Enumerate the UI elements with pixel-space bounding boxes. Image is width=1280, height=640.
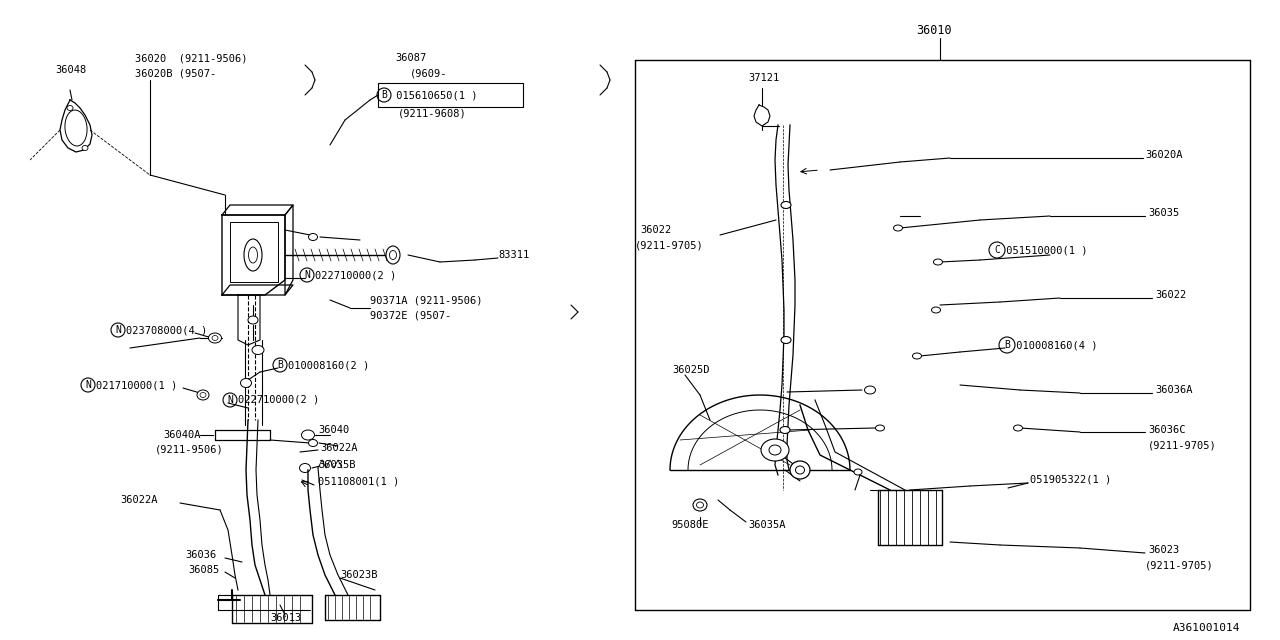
- Text: 36040A: 36040A: [163, 430, 201, 440]
- Ellipse shape: [197, 390, 209, 400]
- Ellipse shape: [300, 463, 311, 472]
- Ellipse shape: [244, 239, 262, 271]
- Text: 010008160(2 ): 010008160(2 ): [288, 360, 369, 370]
- Text: N: N: [305, 270, 310, 280]
- Text: 36020A: 36020A: [1146, 150, 1183, 160]
- Ellipse shape: [302, 430, 315, 440]
- Text: 36087: 36087: [396, 53, 426, 63]
- Ellipse shape: [933, 259, 942, 265]
- Text: 36036A: 36036A: [1155, 385, 1193, 395]
- Bar: [378, 83, 524, 107]
- Ellipse shape: [1014, 425, 1023, 431]
- Ellipse shape: [308, 440, 317, 447]
- Text: 36036C: 36036C: [1148, 425, 1185, 435]
- Ellipse shape: [932, 307, 941, 313]
- Ellipse shape: [387, 246, 401, 264]
- Text: 36048: 36048: [55, 65, 86, 75]
- Text: 36013: 36013: [270, 613, 301, 623]
- Text: N: N: [115, 325, 120, 335]
- Ellipse shape: [781, 337, 791, 344]
- Ellipse shape: [864, 386, 876, 394]
- Text: 051108001(1 ): 051108001(1 ): [317, 477, 399, 487]
- Text: 90371A (9211-9506): 90371A (9211-9506): [370, 295, 483, 305]
- Ellipse shape: [209, 333, 221, 343]
- Ellipse shape: [762, 439, 788, 461]
- Ellipse shape: [212, 335, 218, 340]
- Text: 36022A: 36022A: [320, 443, 357, 453]
- Text: 36022A: 36022A: [120, 495, 157, 505]
- Text: (9211-9608): (9211-9608): [398, 108, 467, 118]
- Text: 37121: 37121: [748, 73, 780, 83]
- Text: 051510000(1 ): 051510000(1 ): [1000, 245, 1088, 255]
- Text: (9211-9506): (9211-9506): [155, 445, 224, 455]
- Text: 36035B: 36035B: [317, 460, 356, 470]
- Ellipse shape: [692, 499, 707, 511]
- Text: 36023B: 36023B: [340, 570, 378, 580]
- Ellipse shape: [876, 425, 884, 431]
- Text: 051905322(1 ): 051905322(1 ): [1030, 475, 1111, 485]
- Text: B: B: [276, 360, 283, 370]
- Ellipse shape: [65, 110, 87, 146]
- Text: 36020B (9507-: 36020B (9507-: [134, 68, 216, 78]
- Ellipse shape: [769, 445, 781, 455]
- Text: 010008160(4 ): 010008160(4 ): [1010, 340, 1097, 350]
- Text: 022710000(2 ): 022710000(2 ): [238, 395, 319, 405]
- Ellipse shape: [82, 145, 88, 150]
- Text: 36025D: 36025D: [672, 365, 709, 375]
- Text: N: N: [84, 380, 91, 390]
- Ellipse shape: [67, 106, 73, 111]
- Text: 36022: 36022: [1155, 290, 1187, 300]
- Ellipse shape: [913, 353, 922, 359]
- Text: N: N: [227, 395, 233, 405]
- Text: 36022: 36022: [640, 225, 671, 235]
- Text: 36035: 36035: [1148, 208, 1179, 218]
- Text: 36085: 36085: [188, 565, 219, 575]
- Text: 36020  (9211-9506): 36020 (9211-9506): [134, 53, 247, 63]
- Text: 021710000(1 ): 021710000(1 ): [96, 380, 177, 390]
- Ellipse shape: [893, 225, 902, 231]
- Text: (9211-9705): (9211-9705): [1146, 560, 1213, 570]
- Ellipse shape: [389, 250, 397, 259]
- Text: (9609-: (9609-: [410, 68, 448, 78]
- Text: A361001014: A361001014: [1172, 623, 1240, 633]
- Ellipse shape: [200, 392, 206, 397]
- Text: 023708000(4 ): 023708000(4 ): [125, 325, 207, 335]
- Ellipse shape: [308, 234, 317, 241]
- Text: 36035A: 36035A: [748, 520, 786, 530]
- Text: 83311: 83311: [498, 250, 529, 260]
- Ellipse shape: [781, 202, 791, 209]
- Text: 36040: 36040: [317, 425, 349, 435]
- Ellipse shape: [241, 378, 251, 387]
- Text: C: C: [995, 245, 1000, 255]
- Text: 015610650(1 ): 015610650(1 ): [390, 90, 477, 100]
- Text: 36010: 36010: [916, 24, 951, 36]
- Text: B: B: [381, 90, 387, 100]
- Text: 022710000(2 ): 022710000(2 ): [315, 270, 397, 280]
- Ellipse shape: [252, 346, 264, 355]
- Text: 95080E: 95080E: [671, 520, 709, 530]
- Text: (9211-9705): (9211-9705): [1148, 440, 1217, 450]
- Text: 36036: 36036: [186, 550, 216, 560]
- Ellipse shape: [795, 466, 805, 474]
- Ellipse shape: [790, 461, 810, 479]
- Text: (9211-9705): (9211-9705): [635, 240, 704, 250]
- Ellipse shape: [248, 247, 257, 263]
- Ellipse shape: [780, 426, 790, 433]
- Text: 36023: 36023: [1148, 545, 1179, 555]
- Ellipse shape: [696, 502, 704, 508]
- Ellipse shape: [854, 469, 861, 475]
- Ellipse shape: [248, 316, 259, 324]
- Bar: [230, 222, 278, 282]
- Text: 90372E (9507-: 90372E (9507-: [370, 310, 452, 320]
- Text: B: B: [1004, 340, 1010, 350]
